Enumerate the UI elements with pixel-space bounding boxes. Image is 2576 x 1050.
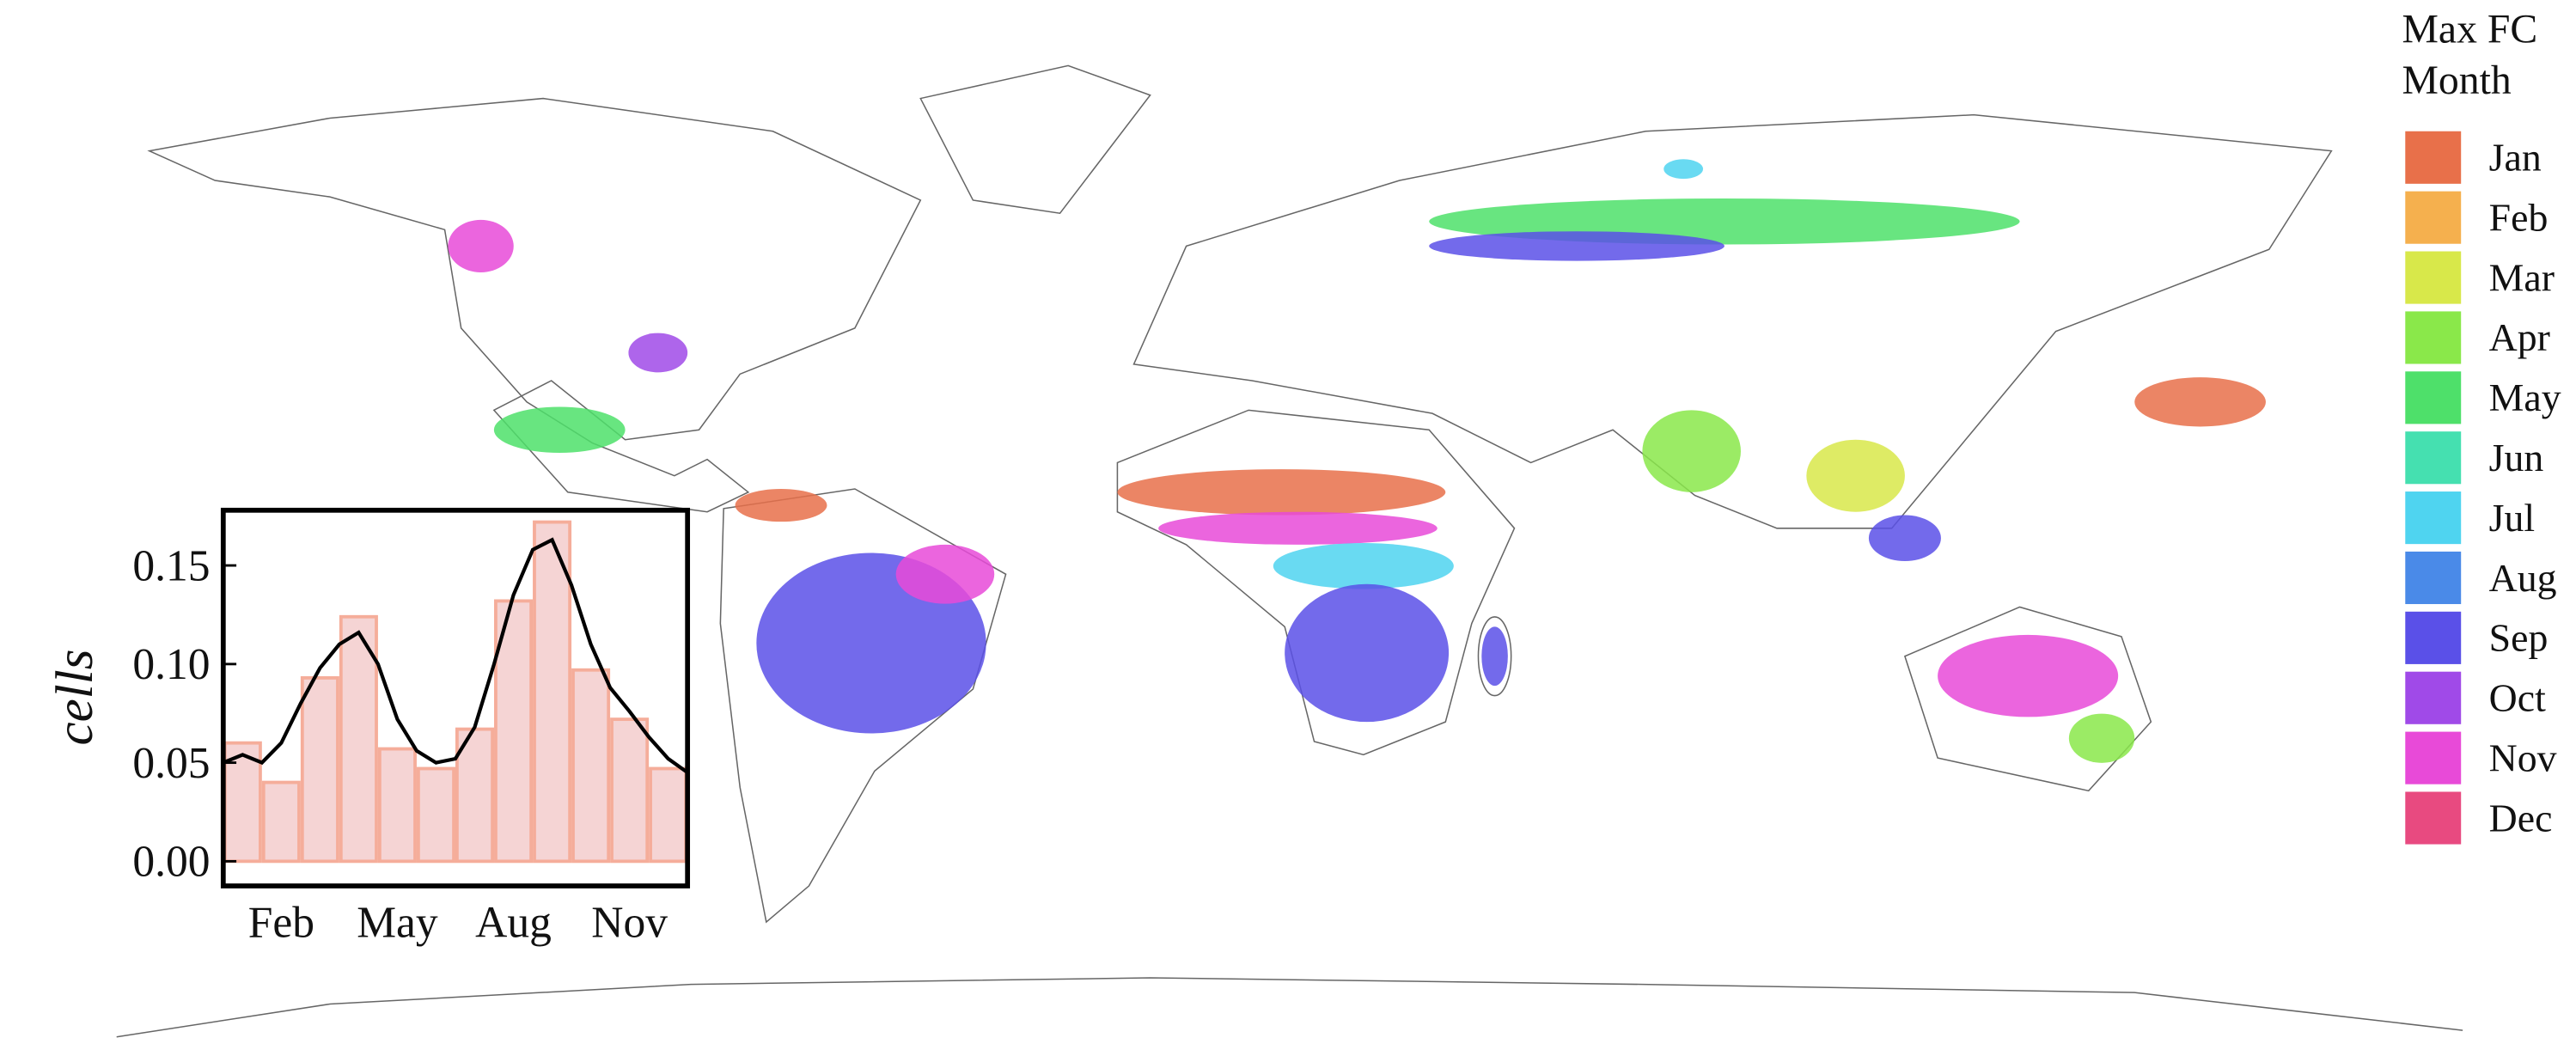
legend-swatch	[2405, 791, 2462, 845]
legend-swatch	[2405, 251, 2462, 304]
legend-label: Dec	[2489, 796, 2553, 839]
legend-label: Feb	[2489, 195, 2549, 239]
y-tick-label: 0.00	[132, 838, 210, 887]
bar	[416, 766, 455, 864]
legend-swatch	[2405, 611, 2462, 664]
inset-frame	[220, 507, 691, 888]
legend-swatch	[2405, 671, 2462, 724]
y-tick-label: 0.10	[132, 640, 210, 689]
y-tick-label: 0.15	[132, 541, 210, 590]
x-tick-label: Aug	[475, 898, 552, 947]
legend: Max FC Month Jan Feb Mar Apr May Jun Jul Aug Sep Oc…	[2402, 7, 2561, 845]
cell-region	[1117, 469, 1446, 516]
x-tick-label: Nov	[591, 898, 668, 947]
density-line	[223, 537, 689, 774]
cell-region	[1429, 231, 1724, 261]
cell-region	[1868, 515, 1941, 562]
legend-label: Sep	[2489, 616, 2549, 660]
cell-region	[735, 488, 827, 522]
legend-swatch	[2405, 191, 2462, 244]
legend-label: Apr	[2489, 315, 2550, 359]
cell-region	[1285, 583, 1450, 723]
y-axis-label: cells	[46, 650, 104, 746]
legend-label: Aug	[2489, 556, 2557, 600]
cell-region	[1806, 439, 1905, 512]
legend-title: Max FC	[2402, 7, 2537, 52]
cell-region	[493, 406, 626, 453]
bar	[261, 780, 301, 864]
bar	[300, 676, 339, 864]
legend-swatch	[2405, 311, 2462, 364]
legend-swatch	[2405, 371, 2462, 424]
cell-region	[1938, 634, 2119, 717]
bar	[610, 717, 650, 864]
y-tick-label: 0.05	[132, 739, 210, 788]
cell-region	[1481, 626, 1508, 687]
world-map	[116, 64, 2463, 1038]
legend-title: Month	[2402, 58, 2511, 103]
legend-label: Nov	[2489, 736, 2557, 779]
inset-chart: Feb May Aug Nov 0.00 0.05 0.10 0.15 cells	[46, 507, 691, 947]
bar	[377, 747, 417, 864]
cell-region	[2134, 377, 2266, 427]
legend-swatch	[2405, 431, 2462, 485]
legend-label: Mar	[2489, 255, 2555, 299]
antarctica	[116, 977, 2463, 1038]
cell-region	[628, 333, 688, 373]
cell-region	[1642, 410, 1741, 492]
bar	[533, 520, 572, 864]
legend-label: May	[2489, 375, 2561, 419]
bar	[455, 727, 495, 864]
legend-swatch	[2405, 731, 2462, 784]
x-tick-label: May	[357, 898, 438, 947]
greenland	[919, 64, 1151, 215]
legend-swatch	[2405, 131, 2462, 184]
cell-region	[2068, 713, 2135, 763]
north-america	[147, 97, 922, 513]
bar	[571, 668, 611, 864]
legend-label: Jan	[2489, 136, 2542, 180]
cell-region	[1273, 543, 1454, 589]
legend-label: Jul	[2489, 496, 2535, 540]
cell-region	[895, 544, 995, 604]
legend-label: Oct	[2489, 676, 2546, 720]
legend-swatch	[2405, 491, 2462, 545]
bar	[339, 614, 378, 864]
x-tick-label: Feb	[248, 898, 314, 947]
legend-label: Jun	[2489, 436, 2544, 479]
fc-month-cells	[448, 159, 2266, 763]
bar	[649, 766, 688, 864]
legend-swatch	[2405, 551, 2462, 605]
cell-region	[1158, 511, 1438, 545]
cell-region	[448, 219, 514, 272]
cell-region	[1663, 159, 1704, 180]
